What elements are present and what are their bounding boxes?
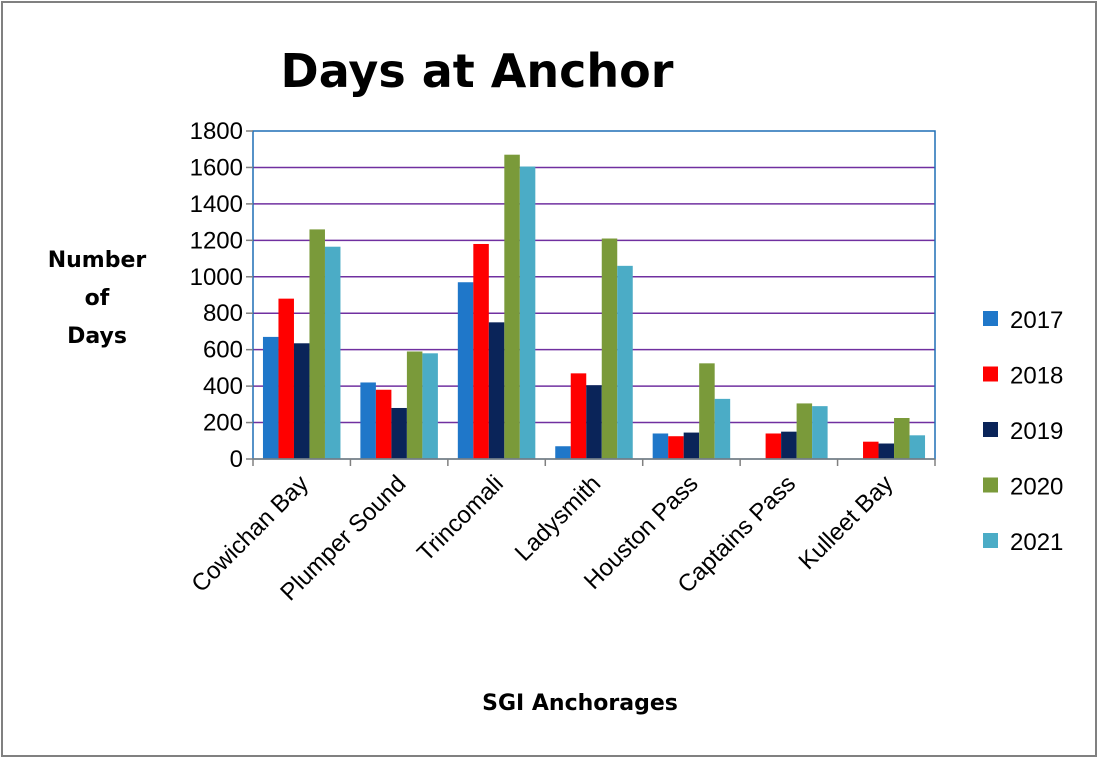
legend-label-2018: 2018 — [1010, 363, 1063, 390]
bar-2021-ladysmith — [617, 265, 633, 459]
bar-2021-trincomali — [519, 166, 536, 460]
bar-2017-trincomali — [457, 282, 474, 459]
axes — [246, 130, 936, 466]
y-axis-title-line-2: of — [85, 286, 110, 311]
bars — [262, 154, 926, 460]
y-tick-label: 400 — [203, 373, 243, 400]
bar-2021-captains-pass — [812, 406, 828, 459]
y-tick-label: 0 — [230, 446, 243, 473]
y-tick-label: 1400 — [190, 191, 243, 218]
bar-2018-plumper-sound — [375, 389, 392, 459]
bar-2020-plumper-sound — [406, 351, 423, 459]
legend-swatch-2018 — [983, 366, 998, 382]
bar-2019-kulleet-bay — [878, 443, 895, 459]
bar-2021-plumper-sound — [422, 353, 438, 459]
bar-2020-houston-pass — [699, 363, 715, 459]
chart-svg: Days at Anchor Number of Days SGI Anchor… — [48, 44, 1064, 716]
bar-2020-ladysmith — [601, 238, 618, 459]
y-tick-label: 1600 — [190, 154, 243, 181]
bar-2017-ladysmith — [555, 446, 571, 459]
x-axis-title: SGI Anchorages — [482, 691, 678, 716]
legend-label-2020: 2020 — [1010, 474, 1063, 501]
bar-2017-houston-pass — [652, 433, 669, 459]
y-axis-title-line-1: Number — [48, 248, 147, 273]
chart-title: Days at Anchor — [281, 44, 674, 98]
legend-swatch-2017 — [983, 311, 998, 326]
bar-2019-ladysmith — [586, 385, 602, 459]
bar-2018-ladysmith — [570, 373, 587, 459]
y-tick-label: 800 — [203, 300, 243, 327]
bar-2019-plumper-sound — [391, 407, 407, 459]
x-tick-label: Trincomali — [412, 470, 509, 567]
legend-label-2021: 2021 — [1010, 529, 1063, 556]
bar-2019-trincomali — [488, 322, 505, 459]
y-tick-label: 1800 — [190, 118, 243, 145]
bar-2019-cowichan-bay — [293, 343, 310, 459]
bar-2020-kulleet-bay — [894, 418, 910, 459]
x-tick-label: Kulleet Bay — [794, 470, 899, 575]
bar-2021-cowichan-bay — [324, 246, 341, 459]
x-tick-label: Ladysmith — [510, 470, 606, 566]
bar-2018-houston-pass — [668, 436, 684, 459]
bar-2017-plumper-sound — [360, 382, 376, 459]
bar-2018-kulleet-bay — [863, 441, 879, 459]
y-tick-label: 1200 — [190, 227, 243, 254]
bar-2018-trincomali — [473, 243, 489, 459]
legend-label-2017: 2017 — [1010, 307, 1063, 334]
legend-swatch-2021 — [983, 533, 998, 548]
bar-2020-trincomali — [504, 154, 520, 459]
y-tick-label: 600 — [203, 337, 243, 364]
bar-2020-captains-pass — [796, 403, 813, 459]
y-tick-label: 200 — [203, 410, 243, 437]
y-tick-labels: 0 200 400 600 800 1000 1200 1400 1600 1800 — [190, 118, 243, 473]
bar-2018-captains-pass — [765, 433, 782, 459]
bar-2021-kulleet-bay — [909, 435, 926, 459]
bar-2019-captains-pass — [781, 431, 797, 459]
bar-2018-cowichan-bay — [278, 298, 294, 459]
legend-swatch-2020 — [983, 477, 998, 493]
bar-2021-houston-pass — [714, 398, 731, 459]
legend-label-2019: 2019 — [1010, 418, 1063, 445]
y-tick-label: 1000 — [190, 264, 243, 291]
y-axis-title-line-3: Days — [67, 324, 127, 349]
bar-2019-houston-pass — [683, 432, 700, 459]
bar-2017-cowichan-bay — [262, 336, 279, 459]
legend: 2017 2018 2019 2020 2021 — [983, 307, 1063, 556]
legend-swatch-2019 — [983, 422, 998, 437]
bar-2020-cowichan-bay — [309, 229, 325, 459]
y-axis-title: Number of Days — [48, 248, 147, 349]
gridlines — [253, 166, 935, 424]
